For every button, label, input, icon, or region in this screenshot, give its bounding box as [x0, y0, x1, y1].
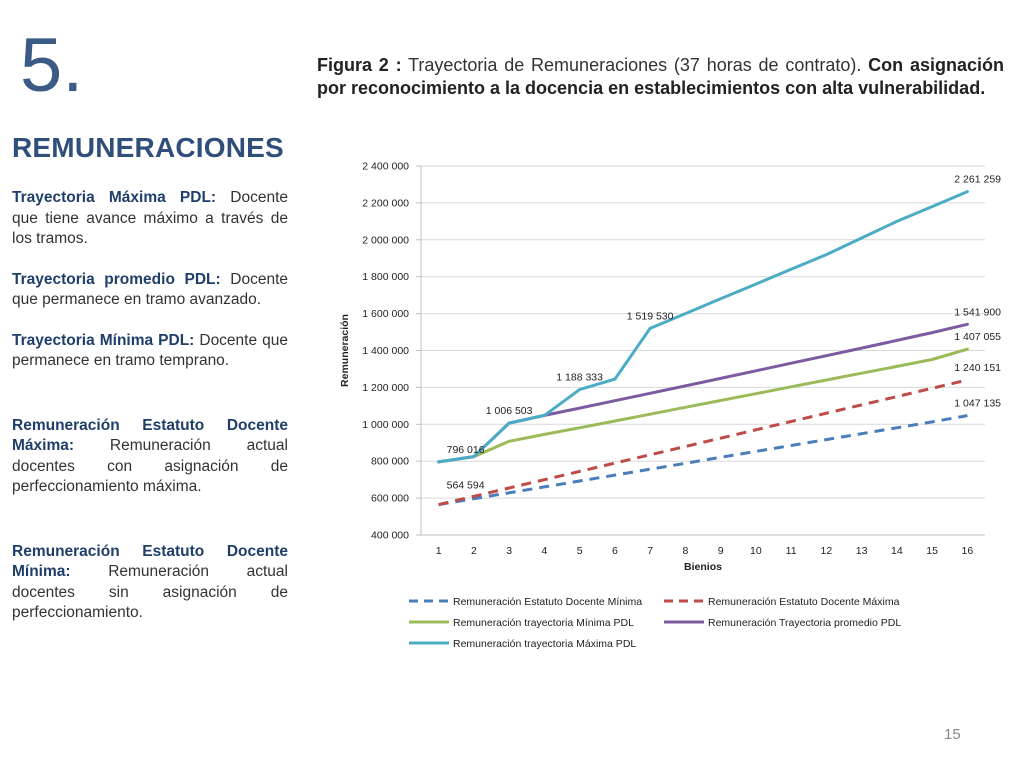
- page-number: 15: [944, 726, 961, 743]
- x-tick-label: 10: [750, 545, 762, 557]
- y-tick-label: 1 000 000: [362, 419, 409, 431]
- data-label: 1 006 503: [486, 405, 533, 417]
- definition-estatuto-maxima: Remuneración Estatuto Docente Máxima: Re…: [12, 416, 288, 498]
- definition-text: Docente que permanece en tramo avanzado.: [12, 270, 288, 309]
- definition-text: Docente que tiene avance máximo a través…: [12, 189, 288, 247]
- y-tick-label: 2 000 000: [362, 234, 409, 246]
- remuneration-line-chart: 400 000 600 000 800 000 1 000 000 1 200 000 1…: [339, 161, 1001, 651]
- series-line-0: [438, 414, 968, 507]
- x-tick-label: 8: [682, 545, 688, 557]
- definition-minima-pdl: Trayectoria Mínima PDL: Docente que perm…: [12, 331, 288, 372]
- series-line-4: [437, 190, 969, 464]
- slide-number: 5.: [20, 23, 84, 108]
- definition-text: Docente que permanece en tramo temprano.: [12, 331, 288, 370]
- y-tick-label: 1 400 000: [362, 345, 409, 357]
- y-tick-label: 1 200 000: [362, 382, 409, 394]
- y-tick-label: 1 800 000: [362, 271, 409, 283]
- y-tick-label: 800 000: [371, 456, 409, 468]
- definition-term: Trayectoria promedio PDL:: [12, 270, 221, 288]
- x-tick-label: 11: [786, 545, 797, 557]
- x-tick-label: 2: [471, 545, 477, 557]
- x-axis-title: Bienios: [684, 561, 722, 573]
- figure-caption-bold: Con asignación por reconocimiento a la d…: [317, 55, 1004, 98]
- data-label: 1 541 900: [954, 306, 1001, 318]
- figure-caption: Figura 2 : Trayectoria de Remuneraciones…: [317, 54, 1004, 100]
- data-label: 796 016: [447, 444, 485, 456]
- series-line-3: [437, 322, 969, 464]
- x-tick-label: 7: [647, 545, 653, 557]
- series-line-1: [438, 378, 968, 507]
- x-tick-label: 16: [962, 545, 974, 557]
- data-label: 1 047 135: [954, 398, 1001, 410]
- x-tick-label: 1: [436, 545, 442, 557]
- definition-promedio-pdl: Trayectoria promedio PDL: Docente que pe…: [12, 270, 288, 311]
- data-label: 1 188 333: [556, 372, 603, 384]
- definition-text: Remuneración actual docentes sin asignac…: [12, 563, 288, 621]
- legend-label: Remuneración Estatuto Docente Mínima: [453, 596, 642, 608]
- y-tick-label: 400 000: [371, 530, 409, 542]
- data-label: 564 594: [447, 480, 485, 492]
- x-tick-label: 15: [926, 545, 938, 557]
- definition-term: Remuneración Estatuto Docente Máxima:: [12, 416, 288, 455]
- definition-estatuto-minima: Remuneración Estatuto Docente Mínima: Re…: [12, 542, 288, 624]
- x-tick-label: 13: [856, 545, 868, 557]
- x-tick-label: 9: [718, 545, 724, 557]
- y-axis-title: Remuneración: [339, 314, 351, 387]
- definition-maxima-pdl: Trayectoria Máxima PDL: Docente que tien…: [12, 188, 288, 250]
- x-tick-label: 4: [541, 545, 547, 557]
- figure-caption-text: Trayectoria de Remuneraciones (37 horas …: [401, 55, 862, 75]
- figure-caption-label: Figura 2 :: [317, 55, 402, 75]
- y-tick-label: 1 600 000: [362, 308, 409, 320]
- data-label: 1 407 055: [954, 331, 1001, 343]
- x-tick-label: 12: [821, 545, 833, 557]
- x-tick-label: 5: [577, 545, 583, 557]
- x-tick-label: 3: [506, 545, 512, 557]
- series-line-2: [437, 347, 969, 464]
- definition-term: Trayectoria Mínima PDL:: [12, 331, 195, 349]
- data-label: 1 519 530: [627, 310, 674, 322]
- data-label: 2 261 259: [954, 174, 1001, 186]
- definitions-list: Trayectoria Máxima PDL: Docente que tien…: [12, 188, 288, 644]
- y-tick-label: 2 200 000: [362, 197, 409, 209]
- definition-text: Remuneración actual docentes con asignac…: [12, 437, 288, 495]
- legend-label: Remuneración Estatuto Docente Máxima: [708, 596, 900, 608]
- definition-term: Remuneración Estatuto Docente Mínima:: [12, 542, 288, 581]
- x-tick-label: 14: [891, 545, 903, 557]
- legend-label: Remuneración trayectoria Máxima PDL: [453, 638, 636, 650]
- legend-label: Remuneración trayectoria Mínima PDL: [453, 617, 634, 629]
- data-label: 1 240 151: [954, 362, 1001, 374]
- x-tick-label: 6: [612, 545, 618, 557]
- y-tick-label: 2 400 000: [362, 161, 409, 173]
- section-title: REMUNERACIONES: [12, 132, 284, 163]
- definition-term: Trayectoria Máxima PDL:: [12, 189, 217, 206]
- y-tick-label: 600 000: [371, 493, 409, 505]
- legend-label: Remuneración Trayectoria promedio PDL: [708, 617, 901, 629]
